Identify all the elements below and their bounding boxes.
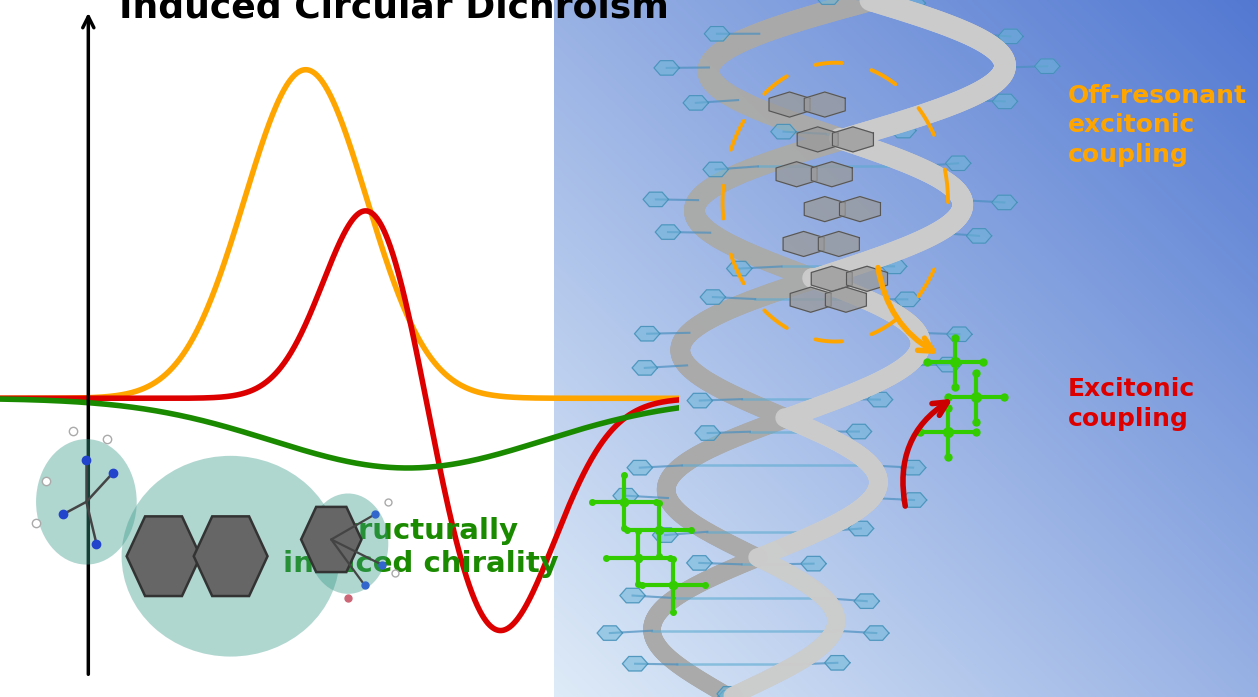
Polygon shape (1034, 59, 1059, 73)
Polygon shape (653, 528, 678, 542)
Polygon shape (894, 292, 920, 307)
Polygon shape (804, 92, 845, 117)
Polygon shape (626, 461, 653, 475)
Polygon shape (991, 195, 1016, 210)
Polygon shape (946, 156, 971, 171)
Polygon shape (727, 261, 752, 276)
Polygon shape (815, 0, 840, 4)
Polygon shape (901, 461, 926, 475)
Polygon shape (771, 125, 796, 139)
Polygon shape (634, 326, 660, 341)
Polygon shape (867, 392, 893, 407)
Polygon shape (598, 626, 623, 641)
Polygon shape (798, 127, 838, 152)
Polygon shape (704, 26, 730, 41)
Polygon shape (623, 657, 648, 671)
Polygon shape (687, 556, 712, 570)
Polygon shape (717, 691, 742, 697)
Polygon shape (811, 162, 852, 187)
Polygon shape (701, 290, 726, 305)
Polygon shape (819, 231, 859, 256)
Polygon shape (947, 327, 972, 342)
Polygon shape (847, 424, 872, 439)
Polygon shape (769, 92, 810, 117)
Polygon shape (301, 507, 361, 572)
Polygon shape (687, 393, 712, 408)
Polygon shape (790, 287, 832, 312)
Polygon shape (694, 426, 721, 441)
Polygon shape (801, 556, 827, 571)
Polygon shape (632, 360, 658, 375)
Polygon shape (620, 588, 645, 603)
Polygon shape (194, 516, 268, 596)
Polygon shape (901, 0, 926, 10)
Text: Off-resonant
excitonic
coupling: Off-resonant excitonic coupling (1068, 84, 1247, 167)
Polygon shape (717, 687, 742, 697)
Ellipse shape (122, 456, 340, 657)
Polygon shape (825, 287, 867, 312)
Polygon shape (655, 225, 681, 239)
Polygon shape (839, 197, 881, 222)
Polygon shape (833, 127, 873, 152)
Polygon shape (848, 521, 873, 536)
Polygon shape (811, 266, 852, 291)
Polygon shape (654, 61, 679, 75)
Polygon shape (127, 516, 200, 596)
Text: Structurally
induced chirality: Structurally induced chirality (283, 517, 559, 578)
Polygon shape (863, 626, 889, 641)
Polygon shape (643, 192, 668, 206)
Polygon shape (847, 266, 887, 291)
Polygon shape (891, 123, 916, 138)
Polygon shape (998, 29, 1023, 44)
Polygon shape (613, 489, 638, 503)
Text: Excitonic
coupling: Excitonic coupling (1068, 377, 1195, 431)
Polygon shape (825, 656, 850, 670)
Circle shape (308, 493, 389, 594)
Polygon shape (776, 162, 816, 187)
Polygon shape (993, 94, 1018, 109)
Text: Induced Circular Dichroism: Induced Circular Dichroism (120, 0, 669, 24)
Polygon shape (882, 259, 907, 274)
Polygon shape (784, 231, 824, 256)
Polygon shape (683, 95, 708, 110)
Circle shape (36, 439, 137, 565)
Polygon shape (703, 162, 728, 176)
Polygon shape (936, 358, 961, 372)
Polygon shape (966, 229, 991, 243)
Polygon shape (854, 594, 879, 608)
Polygon shape (804, 197, 845, 222)
Polygon shape (902, 493, 927, 507)
